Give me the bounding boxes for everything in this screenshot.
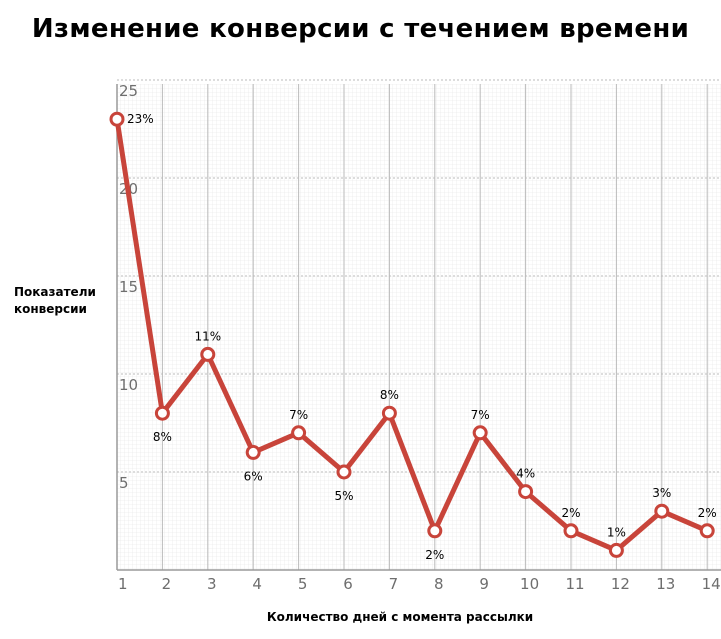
data-labels: 23% 8% 11% 6% 7% 5% 8% 2% 7% 4% 2% 1% 3% 2% [127,112,717,562]
data-points [109,111,715,558]
grid-lines [117,79,721,570]
data-label: 3% [652,486,671,500]
y-tick-label: 15 [119,278,138,296]
data-label: 7% [289,408,308,422]
y-axis-title-line-1: Показатели [14,285,96,299]
data-label: 5% [334,489,353,503]
data-point [654,503,670,519]
data-point [518,484,534,500]
chart-title: Изменение конверсии с течением времени [31,14,690,44]
x-tick-label: 13 [656,575,675,593]
data-label: 2% [698,506,717,520]
data-label: 23% [127,112,154,126]
x-tick-label: 3 [207,575,217,593]
x-tick-label: 6 [343,575,353,593]
x-tick-label: 11 [565,575,584,593]
data-point [291,425,307,441]
y-tick-label: 5 [119,474,129,492]
data-label: 11% [194,329,221,343]
y-axis-title: Показатели конверсии [14,284,124,318]
x-tick-label: 12 [611,575,630,593]
data-point [608,542,624,558]
x-tick-label: 14 [702,575,721,593]
x-tick-label: 4 [252,575,262,593]
x-tick-label: 8 [434,575,444,593]
y-tick-label: 25 [119,82,138,100]
data-point [563,523,579,539]
y-tick-label: 10 [119,376,138,394]
data-point [472,425,488,441]
series-line [114,116,710,553]
data-point [381,405,397,421]
data-point [200,346,216,362]
data-point [336,464,352,480]
data-point [109,111,125,127]
data-label: 2% [425,548,444,562]
x-tick-label: 2 [162,575,172,593]
x-tick-label: 5 [298,575,308,593]
y-axis-title-line-2: конверсии [14,302,87,316]
data-point [699,523,715,539]
x-tick-label: 9 [479,575,489,593]
data-label: 4% [516,467,535,481]
data-label: 2% [561,506,580,520]
x-axis-title: Количество дней с момента рассылки [266,610,534,624]
data-label: 8% [380,388,399,402]
data-label: 7% [471,408,490,422]
data-label: 6% [244,469,263,483]
data-point [427,523,443,539]
data-label: 8% [153,430,172,444]
data-point [154,405,170,421]
x-tick-label: 10 [520,575,539,593]
data-point [245,444,261,460]
x-tick-label: 7 [389,575,399,593]
x-tick-label: 1 [118,575,128,593]
data-label: 1% [607,525,626,539]
